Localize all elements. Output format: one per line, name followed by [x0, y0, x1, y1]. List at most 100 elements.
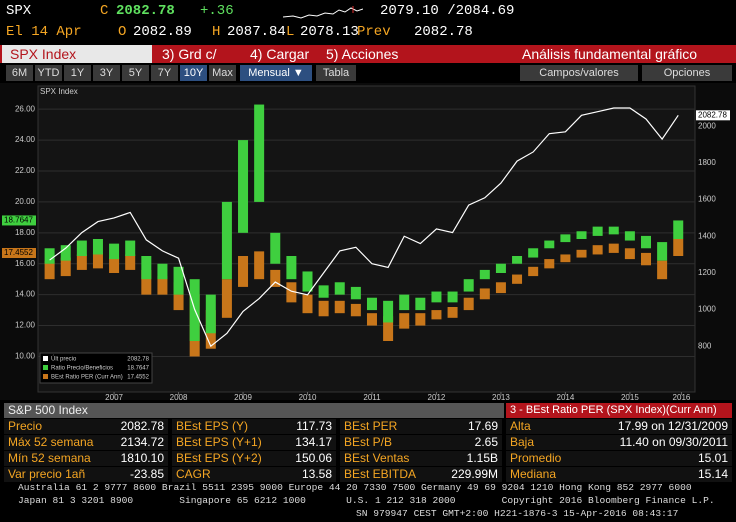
y2-tick-label: 1800: [698, 158, 716, 167]
range-bar: [640, 252, 651, 266]
range-button[interactable]: 6M: [6, 65, 33, 81]
menu-item[interactable]: 4) Cargar: [250, 46, 310, 62]
range-bar: [399, 313, 410, 329]
x-tick-label: 2016: [673, 393, 691, 400]
range-bar: [302, 271, 313, 292]
range-button[interactable]: 3Y: [93, 65, 120, 81]
high: 2087.84: [227, 24, 286, 40]
range-bar: [334, 282, 345, 295]
stat-value: 1.15B: [466, 451, 498, 465]
footer-line: Japan 81 3 3201 8900 Singapore 65 6212 1…: [18, 495, 715, 506]
end-label-bg: [2, 248, 36, 258]
range-bar: [221, 279, 232, 318]
range-bar: [270, 232, 281, 264]
x-tick-label: 2015: [621, 393, 639, 400]
x-tick-label: 2009: [234, 393, 252, 400]
period-select[interactable]: Mensual ▼: [240, 65, 312, 81]
stat-value: -23.85: [129, 467, 164, 481]
stat-label: BEst PER: [340, 419, 502, 434]
range-bar: [92, 239, 103, 255]
y2-tick-label: 1400: [698, 231, 716, 240]
range-bar: [221, 201, 232, 280]
chart: SPX Index 10.00 12.00 14.00 16.00 18.00 20.00…: [0, 83, 736, 400]
stat-label: Promedio: [506, 451, 732, 466]
stat-value: 2082.78: [120, 419, 164, 433]
sparkline: [283, 6, 363, 19]
range-bar: [173, 266, 184, 295]
y-tick-label: 22.00: [15, 166, 36, 175]
range-bar: [125, 254, 136, 270]
range-button[interactable]: 10Y: [180, 65, 207, 81]
prev-label: Prev: [357, 24, 391, 40]
range-bar: [673, 239, 684, 256]
y2-tick-label: 800: [698, 341, 712, 350]
range-bar: [512, 256, 523, 264]
menu-item[interactable]: 3) Grd c/: [162, 46, 217, 62]
y-tick-label: 16.00: [15, 259, 36, 268]
x-tick-label: 2012: [428, 393, 446, 400]
range-bar: [60, 257, 71, 277]
range-button[interactable]: YTD: [35, 65, 62, 81]
range-bar: [528, 266, 539, 277]
range-bar: [447, 307, 458, 318]
stat-label: BEst EPS (Y+2): [172, 451, 336, 466]
range-bar: [512, 274, 523, 284]
legend-label: Ratio Precio/Beneficios: [51, 366, 113, 372]
chart-label: SPX Index: [40, 87, 78, 96]
y-tick-label: 12.00: [15, 321, 36, 330]
range-bar: [560, 254, 571, 263]
security-box[interactable]: SPX Index: [2, 45, 152, 63]
table-button[interactable]: Tabla: [316, 65, 356, 81]
range-bar: [125, 240, 136, 256]
stat-label: Baja: [506, 435, 732, 450]
range-bar: [44, 248, 55, 264]
footer: Australia 61 2 9777 8600 Brazil 5511 239…: [0, 481, 715, 520]
y2-tick-label: 2000: [698, 121, 716, 130]
prev: 2082.78: [414, 24, 473, 40]
toolbar: 6M YTD 1Y 3Y 5Y 7Y 10Y Max Mensual ▼ Tabla Campos/…: [0, 65, 736, 81]
y2-tick-label: 1600: [698, 195, 716, 204]
range-bar: [302, 294, 313, 314]
range-bar: [576, 231, 587, 239]
plot-area: [37, 85, 696, 393]
x-tick-label: 2008: [170, 393, 188, 400]
range-bar: [415, 297, 426, 311]
table-title: S&P 500 Index: [4, 403, 504, 418]
range-bar: [608, 226, 619, 235]
range-bar: [463, 279, 474, 292]
stat-label: BEst P/B: [340, 435, 502, 450]
stat-label: CAGR: [172, 467, 336, 482]
range-bar: [544, 240, 555, 249]
range-bar: [383, 316, 394, 341]
stat-label: Precio: [4, 419, 168, 434]
menu-item[interactable]: 5) Acciones: [326, 46, 399, 62]
range-bar: [350, 303, 361, 317]
y-tick-label: 20.00: [15, 197, 36, 206]
range-bar: [495, 282, 506, 294]
range-button[interactable]: 1Y: [64, 65, 91, 81]
range-button[interactable]: 5Y: [122, 65, 149, 81]
end-label-bg: [2, 215, 36, 226]
range-bar: [383, 300, 394, 323]
range-bar: [479, 288, 490, 300]
range-bar: [399, 294, 410, 311]
range-button[interactable]: Max: [209, 65, 236, 81]
fields-button[interactable]: Campos/valores: [520, 65, 638, 81]
range-bar: [495, 263, 506, 273]
range-bar: [657, 242, 668, 261]
low-label: L: [286, 24, 295, 40]
range-bar: [205, 294, 216, 334]
y-tick-label: 26.00: [15, 104, 36, 113]
x-tick-label: 2014: [557, 393, 575, 400]
stat-label: Máx 52 semana: [4, 435, 168, 450]
x-tick-label: 2011: [363, 393, 381, 400]
range-bar: [350, 286, 361, 300]
range-bar: [624, 248, 635, 260]
range-bar: [44, 260, 55, 280]
range-bar: [238, 256, 249, 287]
legend-label: BEst Ratio PER (Curr Ann): [51, 375, 123, 381]
range-bar: [141, 256, 152, 280]
range-button[interactable]: 7Y: [151, 65, 178, 81]
options-button[interactable]: Opciones: [642, 65, 732, 81]
range-bar: [592, 245, 603, 255]
